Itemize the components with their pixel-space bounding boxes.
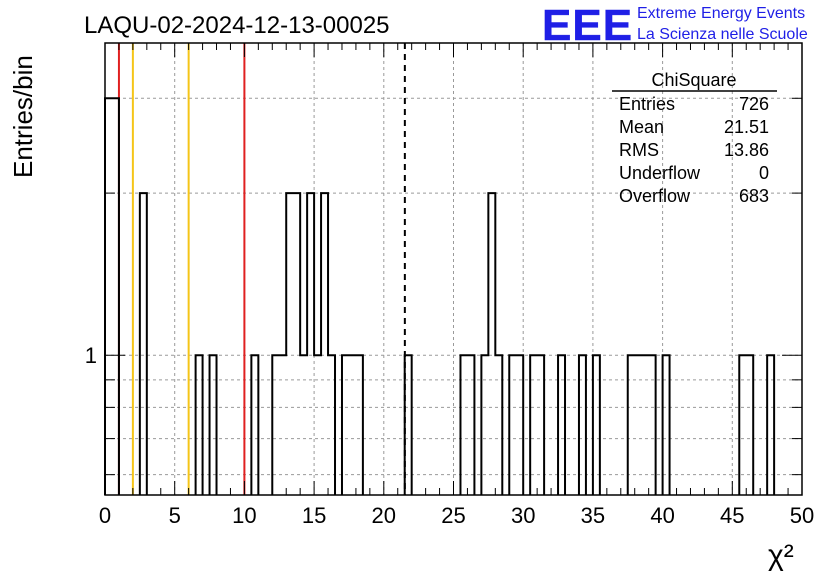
stats-row-label: RMS	[619, 140, 659, 160]
histogram-bin	[557, 354, 567, 495]
x-tick-label: 15	[302, 503, 326, 528]
stats-row-label: Entries	[619, 94, 675, 114]
x-tick-label: 45	[720, 503, 744, 528]
histogram-bin	[508, 354, 525, 495]
histogram-bin	[403, 354, 413, 495]
y-axis-label: Entries/bin	[8, 55, 38, 178]
x-axis-label: χ²	[768, 539, 794, 572]
x-tick-label: 0	[99, 503, 111, 528]
x-tick-label: 50	[790, 503, 814, 528]
x-tick-label: 10	[232, 503, 256, 528]
histogram-bin	[661, 354, 671, 495]
histogram-bin	[459, 354, 476, 495]
stats-row-value: 13.86	[724, 140, 769, 160]
histogram-bin	[250, 354, 260, 495]
histogram-bin	[626, 354, 657, 495]
histogram-bin	[766, 354, 776, 495]
stats-row-label: Mean	[619, 117, 664, 137]
eee-logo: EEE Extreme Energy Events La Scienza nel…	[542, 1, 808, 51]
axes: 0 5 10 15 20 25 30 35 40 45 50 1	[85, 42, 814, 528]
stats-row-label: Overflow	[619, 186, 691, 206]
histogram-bin	[577, 354, 587, 495]
histogram-bin	[529, 354, 546, 495]
histogram-bin	[104, 97, 120, 495]
stats-box: ChiSquare Entries 726 Mean 21.51 RMS 13.86 Und…	[612, 70, 777, 206]
x-tick-label: 25	[441, 503, 465, 528]
histogram-bin	[138, 192, 148, 495]
x-tick-label: 30	[511, 503, 535, 528]
eee-logo-text: EEE	[542, 1, 633, 50]
stats-title: ChiSquare	[651, 70, 736, 90]
y-tick-label: 1	[85, 343, 97, 368]
x-tick-label: 35	[581, 503, 605, 528]
histogram-bin	[208, 354, 218, 495]
histogram-bin	[271, 192, 337, 495]
logo-line-1: Extreme Energy Events	[637, 5, 805, 22]
stats-row-value: 683	[739, 186, 769, 206]
stats-row-label: Underflow	[619, 163, 701, 183]
histogram-bins	[104, 97, 776, 495]
x-tick-label: 20	[372, 503, 396, 528]
histogram-bin	[194, 354, 204, 495]
stats-row-value: 21.51	[724, 117, 769, 137]
x-tick-label: 40	[650, 503, 674, 528]
histogram-bin	[340, 354, 364, 495]
logo-line-2: La Scienza nelle Scuole	[637, 26, 808, 43]
run-title: LAQU-02-2024-12-13-00025	[84, 12, 390, 39]
histogram-bin	[738, 354, 755, 495]
histogram-bin	[591, 354, 601, 495]
stats-row-value: 726	[739, 94, 769, 114]
stats-row-value: 0	[759, 163, 769, 183]
grid	[105, 43, 802, 495]
x-tick-label: 5	[169, 503, 181, 528]
histogram-bin	[480, 192, 504, 495]
